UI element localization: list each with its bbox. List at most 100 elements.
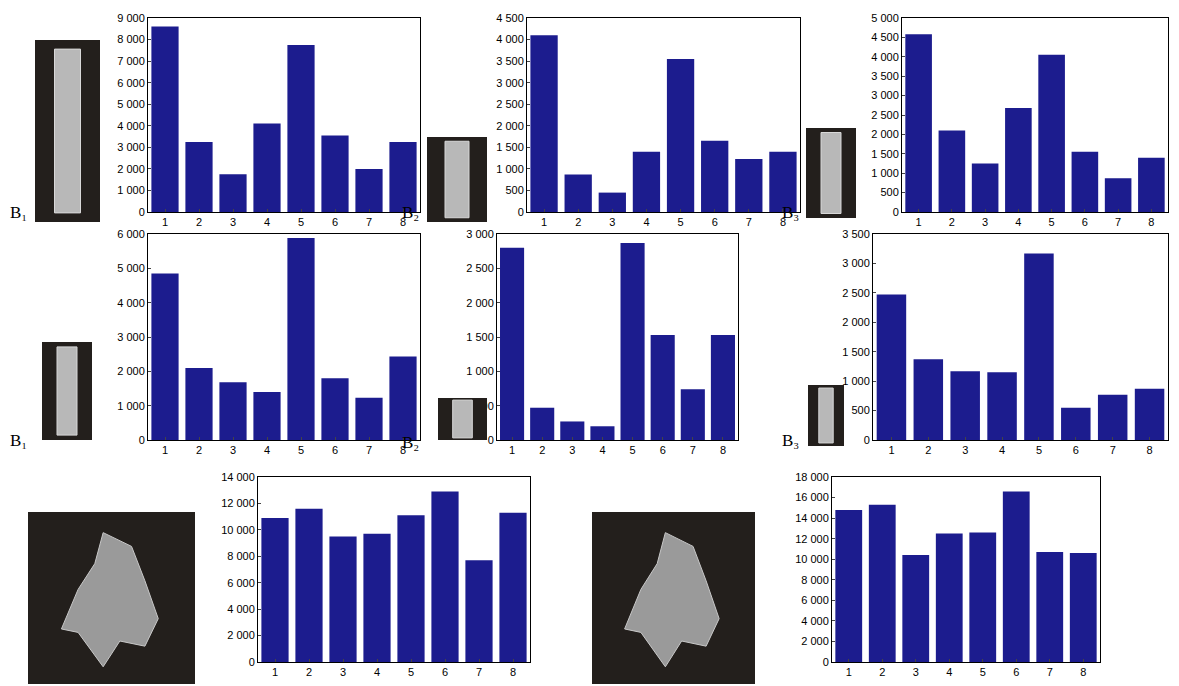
svg-text:5: 5	[408, 666, 414, 678]
svg-text:3: 3	[340, 666, 346, 678]
svg-text:3 000: 3 000	[496, 77, 524, 89]
svg-text:4: 4	[999, 444, 1005, 456]
svg-text:0: 0	[249, 656, 255, 668]
svg-text:2 500: 2 500	[842, 287, 870, 299]
svg-text:1 000: 1 000	[466, 365, 494, 377]
svg-text:2 000: 2 000	[117, 163, 145, 175]
svg-text:1: 1	[272, 666, 278, 678]
svg-text:3: 3	[982, 216, 988, 228]
svg-text:3: 3	[230, 216, 236, 228]
svg-text:6: 6	[1013, 666, 1019, 678]
svg-text:14 000: 14 000	[795, 512, 829, 524]
svg-text:4 000: 4 000	[117, 120, 145, 132]
svg-text:2 000: 2 000	[466, 297, 494, 309]
svg-text:2: 2	[879, 666, 885, 678]
svg-text:6 000: 6 000	[117, 228, 145, 240]
svg-text:9 000: 9 000	[117, 12, 145, 24]
svg-text:7: 7	[366, 216, 372, 228]
svg-text:2 000: 2 000	[842, 316, 870, 328]
svg-text:6: 6	[660, 444, 666, 456]
svg-text:6: 6	[332, 444, 338, 456]
svg-text:4: 4	[1015, 216, 1021, 228]
svg-text:6: 6	[442, 666, 448, 678]
svg-text:10 000: 10 000	[221, 524, 255, 536]
svg-text:6 000: 6 000	[117, 77, 145, 89]
svg-text:7: 7	[1047, 666, 1053, 678]
svg-text:1: 1	[916, 216, 922, 228]
svg-text:2 000: 2 000	[227, 629, 255, 641]
svg-text:0: 0	[139, 434, 145, 446]
svg-text:16 000: 16 000	[795, 491, 829, 503]
svg-text:8: 8	[400, 216, 406, 228]
svg-text:4 000: 4 000	[227, 603, 255, 615]
svg-text:14 000: 14 000	[221, 471, 255, 483]
svg-text:500: 500	[505, 184, 523, 196]
svg-text:7: 7	[690, 444, 696, 456]
svg-text:1: 1	[509, 444, 515, 456]
svg-text:0: 0	[488, 434, 494, 446]
svg-text:1: 1	[846, 666, 852, 678]
svg-text:0: 0	[139, 206, 145, 218]
svg-text:B₁: B₁	[10, 431, 27, 450]
svg-text:3: 3	[569, 444, 575, 456]
svg-text:0: 0	[518, 206, 524, 218]
svg-text:3 000: 3 000	[117, 141, 145, 153]
svg-text:1 500: 1 500	[842, 346, 870, 358]
svg-text:7: 7	[1110, 444, 1116, 456]
svg-text:500: 500	[475, 400, 493, 412]
svg-text:3 000: 3 000	[466, 228, 494, 240]
svg-text:8: 8	[780, 216, 786, 228]
svg-text:5: 5	[629, 444, 635, 456]
svg-text:2 000: 2 000	[871, 128, 899, 140]
svg-text:5 000: 5 000	[871, 12, 899, 24]
svg-text:3: 3	[230, 444, 236, 456]
svg-text:12 000: 12 000	[795, 533, 829, 545]
svg-text:6 000: 6 000	[227, 577, 255, 589]
svg-text:3 000: 3 000	[117, 331, 145, 343]
svg-text:3 500: 3 500	[871, 70, 899, 82]
svg-text:4 000: 4 000	[117, 297, 145, 309]
svg-text:1 500: 1 500	[871, 148, 899, 160]
svg-text:8: 8	[1080, 666, 1086, 678]
svg-text:6: 6	[1082, 216, 1088, 228]
svg-text:4 000: 4 000	[496, 33, 524, 45]
svg-text:1: 1	[162, 444, 168, 456]
svg-text:6: 6	[332, 216, 338, 228]
svg-text:500: 500	[851, 404, 869, 416]
svg-text:8: 8	[720, 444, 726, 456]
svg-text:7: 7	[1115, 216, 1121, 228]
svg-text:2 500: 2 500	[496, 98, 524, 110]
svg-text:5: 5	[1036, 444, 1042, 456]
svg-text:0: 0	[893, 206, 899, 218]
svg-text:2: 2	[306, 666, 312, 678]
svg-text:8 000: 8 000	[117, 33, 145, 45]
svg-text:1: 1	[888, 444, 894, 456]
svg-text:8: 8	[510, 666, 516, 678]
svg-text:1 000: 1 000	[496, 163, 524, 175]
svg-text:1 500: 1 500	[496, 141, 524, 153]
svg-text:6 000: 6 000	[801, 594, 829, 606]
svg-text:3: 3	[609, 216, 615, 228]
svg-text:4: 4	[264, 216, 270, 228]
svg-text:2 500: 2 500	[466, 262, 494, 274]
svg-text:5 000: 5 000	[117, 98, 145, 110]
svg-text:4 000: 4 000	[871, 51, 899, 63]
svg-text:3 500: 3 500	[496, 55, 524, 67]
svg-text:7: 7	[366, 444, 372, 456]
svg-text:8: 8	[1146, 444, 1152, 456]
svg-text:4 500: 4 500	[871, 31, 899, 43]
svg-text:1 000: 1 000	[871, 167, 899, 179]
svg-text:500: 500	[880, 186, 898, 198]
svg-text:8: 8	[400, 444, 406, 456]
svg-text:6: 6	[1073, 444, 1079, 456]
svg-text:8: 8	[1148, 216, 1154, 228]
svg-text:10 000: 10 000	[795, 553, 829, 565]
svg-text:2: 2	[539, 444, 545, 456]
svg-text:0: 0	[864, 434, 870, 446]
svg-text:12 000: 12 000	[221, 497, 255, 509]
svg-text:0: 0	[823, 656, 829, 668]
svg-text:B₁: B₁	[10, 203, 27, 222]
svg-text:2: 2	[925, 444, 931, 456]
svg-text:5: 5	[298, 444, 304, 456]
svg-text:5: 5	[980, 666, 986, 678]
